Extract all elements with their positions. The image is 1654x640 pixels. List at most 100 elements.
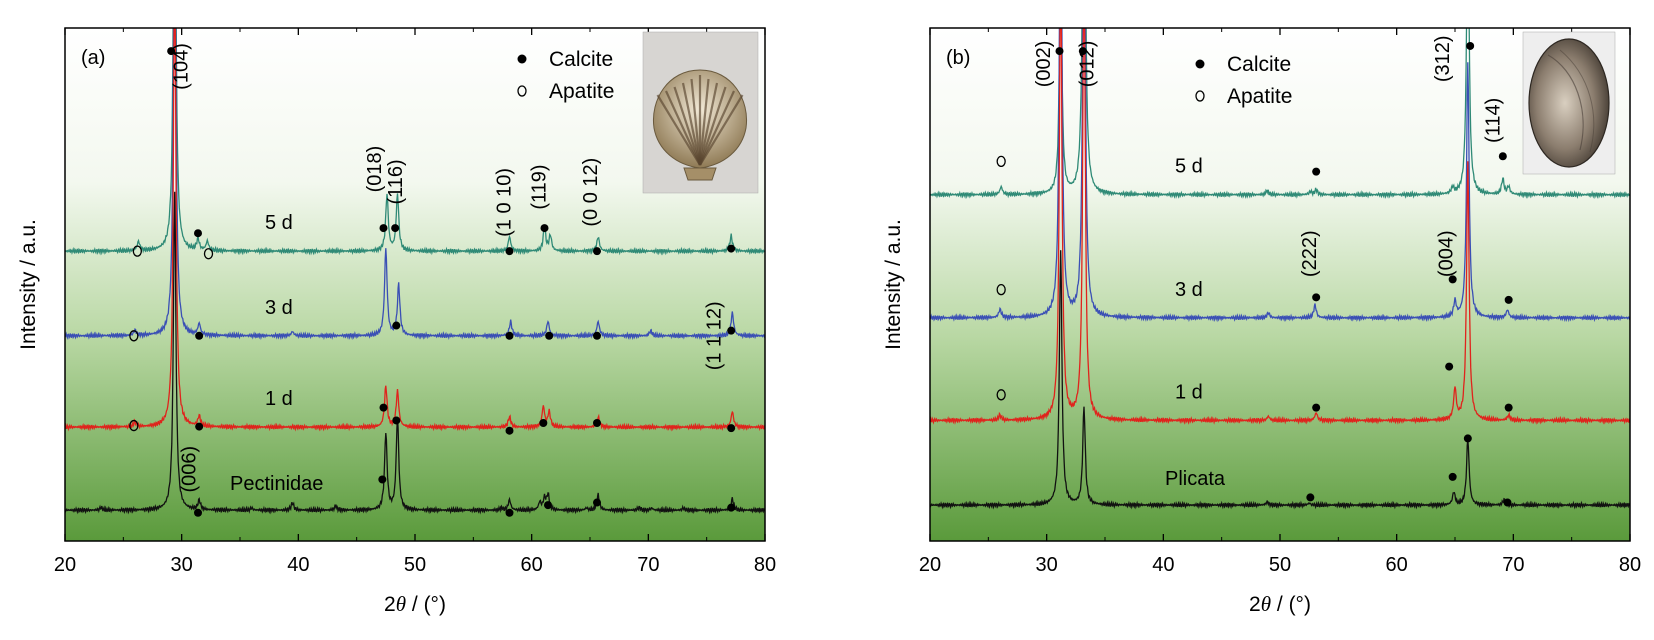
- calcite-marker: [1055, 47, 1064, 56]
- trace-5-d: [65, 28, 765, 256]
- x-axis-label: 2θ / (°): [1249, 592, 1311, 616]
- mussel-shell-photo: [1522, 31, 1616, 175]
- calcite-marker: [505, 426, 514, 435]
- scallop-rib: [698, 86, 727, 166]
- calcite-marker: [1466, 41, 1475, 50]
- legend-calcite-symbol: [1195, 59, 1205, 69]
- hkl-label: (012): [1076, 41, 1098, 88]
- calcite-marker: [1463, 434, 1472, 443]
- panel-label: (a): [81, 47, 105, 69]
- calcite-marker: [545, 331, 554, 340]
- apatite-marker: [132, 245, 142, 257]
- hkl-label: (114): [1482, 98, 1504, 143]
- x-tick-label: 80: [1619, 554, 1641, 576]
- hkl-label: (222): [1299, 230, 1321, 277]
- calcite-marker: [727, 424, 736, 433]
- calcite-marker: [1312, 403, 1321, 412]
- calcite-marker: [378, 475, 387, 484]
- calcite-marker: [539, 419, 548, 428]
- calcite-marker: [1078, 47, 1087, 56]
- hkl-label: (006): [179, 446, 201, 493]
- legend-apatite-symbol: [517, 85, 527, 97]
- hkl-label: (1 1 12): [704, 301, 726, 370]
- hkl-label: (104): [171, 43, 193, 90]
- y-axis-label: Intensity / a.u.: [17, 219, 40, 350]
- trace-3-d: [65, 28, 765, 341]
- apatite-marker: [203, 248, 214, 260]
- hkl-label: (004): [1436, 230, 1458, 277]
- series-label-plicata: Plicata: [1165, 468, 1226, 490]
- mussel-growth-line: [1559, 49, 1595, 153]
- calcite-marker: [1445, 362, 1454, 371]
- calcite-marker: [540, 224, 549, 233]
- scallop-rib: [681, 82, 702, 166]
- x-axis-label-symbol: 2: [1249, 593, 1261, 616]
- apatite-marker: [996, 283, 1006, 296]
- apatite-marker: [996, 155, 1006, 168]
- panel-b: 20 30 40 50 60 70 80 2θ / (°) Intensity / a.u. (b…: [882, 27, 1641, 616]
- calcite-marker: [1312, 293, 1321, 302]
- x-tick-label: 20: [919, 554, 941, 576]
- calcite-marker: [392, 321, 401, 330]
- calcite-marker: [727, 503, 736, 512]
- calcite-marker: [195, 422, 204, 431]
- hkl-label: (312): [1432, 35, 1454, 82]
- scallop-rib: [673, 86, 702, 166]
- legend-calcite-label: Calcite: [549, 48, 613, 71]
- trace-5-d: [930, 28, 1630, 200]
- x-axis-label-unit: / (°): [406, 593, 446, 616]
- scallop-rib: [699, 90, 735, 166]
- x-tick-label: 50: [404, 554, 426, 576]
- series-label-1-d: 1 d: [265, 388, 293, 410]
- scallop-rib: [698, 82, 719, 166]
- mussel-body: [1528, 38, 1610, 168]
- apatite-marker: [129, 419, 139, 432]
- calcite-marker: [727, 244, 736, 253]
- series-label-pectinidae: Pectinidae: [230, 473, 323, 495]
- calcite-marker: [544, 501, 552, 510]
- trace-1-d: [65, 28, 765, 432]
- calcite-marker: [593, 247, 601, 256]
- calcite-marker: [195, 331, 204, 340]
- calcite-marker: [593, 419, 601, 428]
- calcite-marker: [1312, 167, 1321, 176]
- x-axis-label-symbol: 2: [384, 593, 396, 616]
- calcite-marker: [391, 224, 400, 233]
- scallop-rib: [699, 94, 744, 166]
- series-label-1-d: 1 d: [1175, 381, 1203, 403]
- calcite-marker: [1503, 498, 1512, 507]
- panel-label: (b): [946, 47, 970, 69]
- mussel-growth-line: [1547, 54, 1584, 151]
- calcite-marker: [1504, 403, 1513, 412]
- scallop-hinge: [683, 167, 717, 181]
- hkl-label: (018): [364, 146, 386, 193]
- calcite-marker: [194, 229, 202, 238]
- trace-plicata: [930, 250, 1630, 510]
- x-tick-label: 70: [1502, 554, 1524, 576]
- calcite-marker: [1498, 152, 1507, 161]
- calcite-marker: [1448, 472, 1457, 481]
- calcite-marker: [379, 403, 388, 412]
- legend-apatite-symbol: [1195, 90, 1205, 102]
- x-axis-label-unit: / (°): [1271, 593, 1311, 616]
- series-label-5-d: 5 d: [265, 212, 293, 234]
- calcite-marker: [167, 47, 176, 56]
- calcite-marker: [1306, 493, 1315, 502]
- panel-a: 20 30 40 50 60 70 80 2θ / (°) Intensity / a.u. (a…: [17, 27, 776, 616]
- legend-calcite-label: Calcite: [1227, 53, 1291, 76]
- x-tick-label: 50: [1269, 554, 1291, 576]
- calcite-marker: [1448, 275, 1457, 284]
- legend-calcite-symbol: [517, 54, 527, 64]
- scallop-shell-photo: [642, 31, 759, 194]
- scallop-rib: [665, 90, 701, 166]
- calcite-marker: [505, 247, 514, 256]
- y-axis-label: Intensity / a.u.: [882, 219, 905, 350]
- calcite-marker: [194, 508, 202, 517]
- calcite-marker: [593, 498, 601, 507]
- trace-3-d: [930, 28, 1630, 323]
- x-axis-label: 2θ / (°): [384, 592, 446, 616]
- x-tick-label: 30: [171, 554, 193, 576]
- plot-background: [930, 28, 1630, 541]
- scallop-rib: [698, 78, 710, 166]
